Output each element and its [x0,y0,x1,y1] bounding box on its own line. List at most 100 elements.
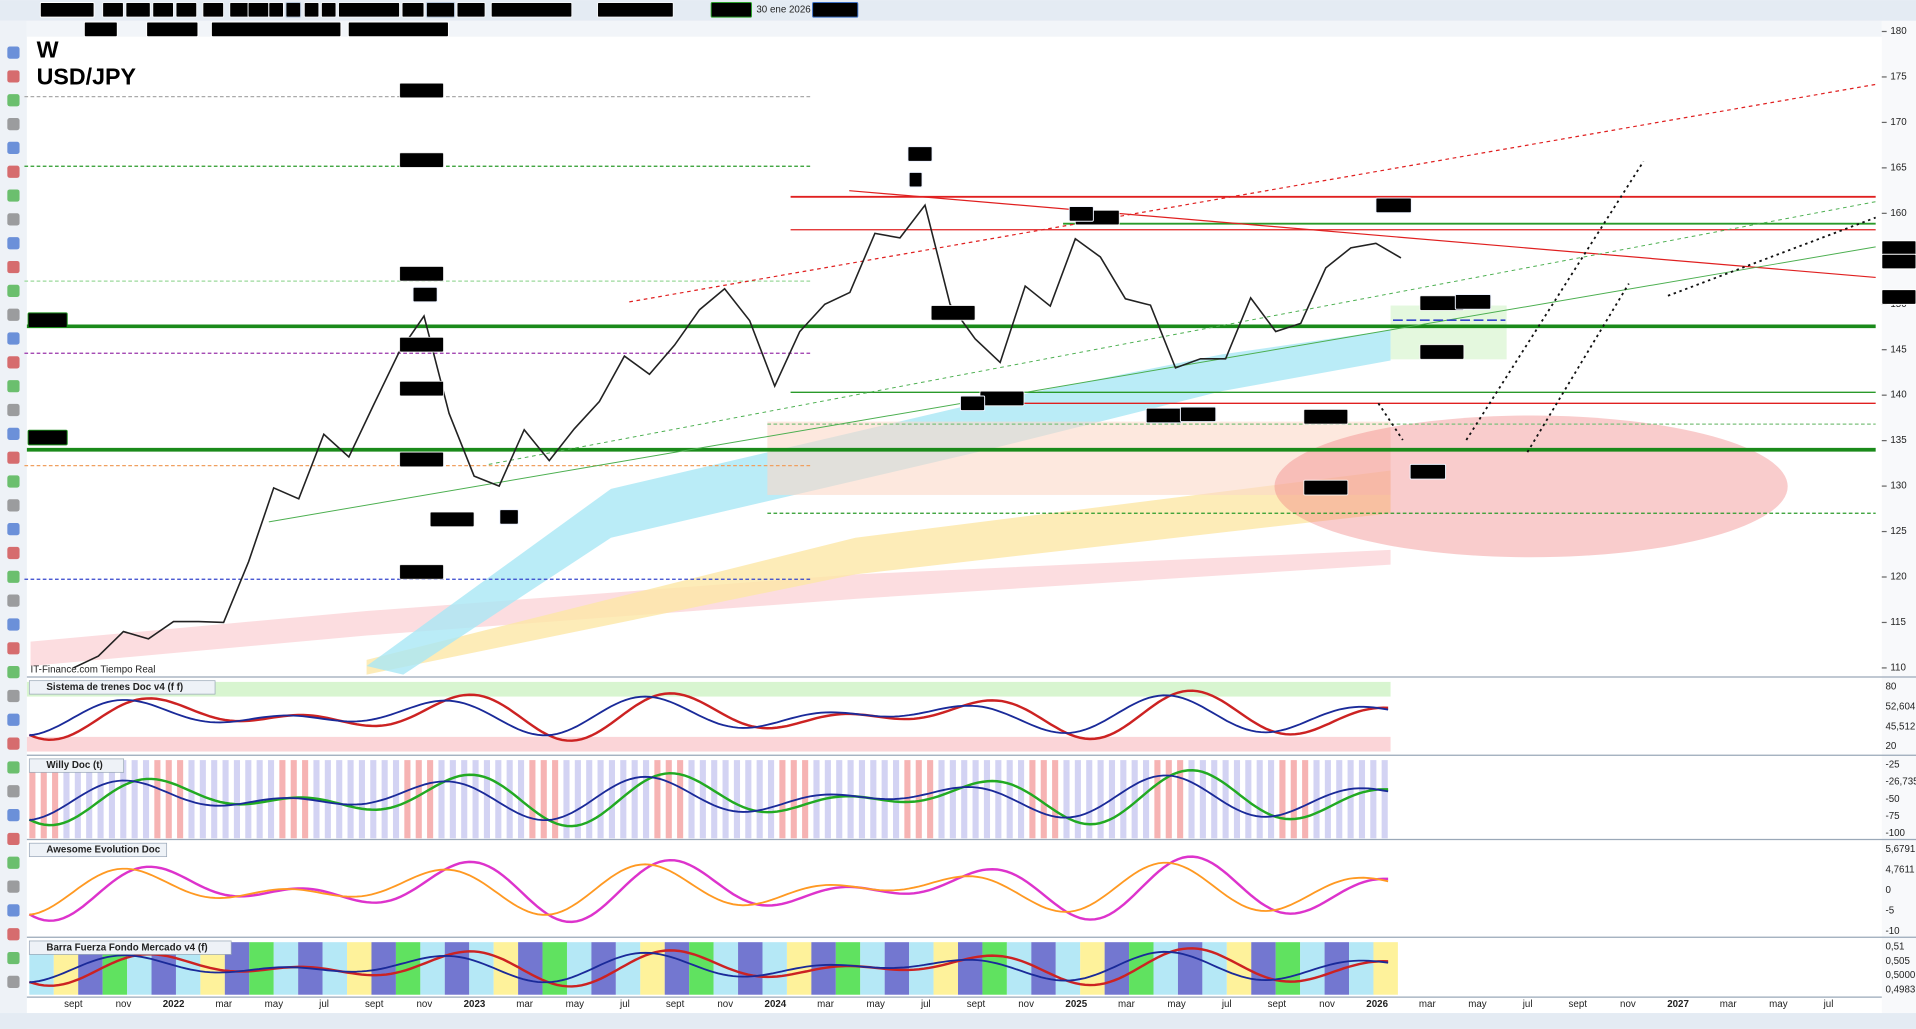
bar-bg [847,760,854,839]
toolbar.timeframes.8-box [285,2,302,18]
tool-icon[interactable] [7,260,20,274]
tool-icon[interactable] [7,356,20,369]
tool-icon[interactable] [7,880,20,893]
tool-icon[interactable] [7,951,20,965]
level_labels.0-box [27,312,68,329]
bar-bg [654,760,661,839]
tool-icon[interactable] [7,832,20,846]
tool-icon[interactable] [7,451,20,464]
tool-icon[interactable] [7,785,20,798]
tool-icon[interactable] [7,284,20,297]
panel-scale: 5,6791 [1885,844,1915,855]
toolbar.timeframes.1-box [125,2,151,18]
price-axis [1881,20,1916,1014]
x-tick-label: mar [516,999,534,1010]
bar-bg [835,942,861,995]
fib_labels.2-box [399,265,445,282]
y-tick-label: 120 [1890,572,1907,583]
panel-title-box [28,758,125,773]
wave_labels.2-box [412,286,438,303]
band [26,681,1391,697]
tool-icon[interactable] [7,975,20,989]
x-tick-label: 2022 [163,999,185,1010]
tool-icon[interactable] [7,546,20,560]
pair: USD/JPY [37,63,137,89]
level_labels.1-box [27,429,68,446]
tool-icon[interactable] [7,94,20,107]
bar-bg [1029,760,1036,839]
y-tick-label: 170 [1890,117,1907,128]
bar-bg [802,760,809,839]
tool-icon[interactable] [7,475,20,488]
tool-icon[interactable] [7,689,20,703]
tool-icon[interactable] [7,713,20,726]
wave_labels.7-box [1179,406,1217,423]
x-tick-label: sept [1268,999,1287,1010]
source: IT-Finance.com Tiempo Real [31,664,156,675]
fib_labels.8-box [930,305,976,321]
price_labels.2-box [1881,289,1916,305]
y-tick-label: 175 [1890,72,1907,83]
tool-icon[interactable] [7,666,20,679]
tool-icon[interactable] [7,499,20,512]
tool-icon[interactable] [7,904,20,917]
toolbar.timeframes.6-box [247,2,270,18]
tool-icon[interactable] [7,189,20,202]
tool-icon[interactable] [7,237,20,250]
tool-icon[interactable] [7,332,20,345]
tool-icon[interactable] [7,117,20,131]
bar-bg [858,760,866,839]
tool-icon[interactable] [7,165,20,178]
toolbar.timeframes.10-box [320,2,337,18]
bar-bg [1275,942,1301,995]
wave_labels.3-box [499,509,519,525]
toolbar.timeframes.3-box [175,2,198,18]
tool-icon[interactable] [7,737,20,750]
tool-icon[interactable] [7,761,20,774]
tool-icon[interactable] [7,308,20,321]
tool-icon[interactable] [7,46,20,59]
panel-title-box [28,842,168,858]
tool-icon[interactable] [7,618,20,631]
bar-bg [1302,760,1309,839]
bar-bg [469,942,494,995]
tool-icon[interactable] [7,928,20,941]
tool-icon[interactable] [7,594,20,607]
tool-icon[interactable] [7,213,20,226]
x-tick-label: jul [318,999,329,1010]
oscillator [28,855,1389,924]
status-bar [0,1013,1916,1029]
fib_labels.3-box [399,336,445,353]
bar-bg [120,760,127,839]
x-tick-label: nov [717,999,733,1010]
y-tick-label: 130 [1890,481,1907,492]
bar-bg [983,760,991,839]
price-line [72,203,1402,669]
tool-icon[interactable] [7,642,20,655]
tool-icon[interactable] [7,808,20,822]
x-tick-label: may [1769,999,1788,1010]
fib_labels.4-box [399,380,445,397]
x-tick-label: may [1468,999,1487,1010]
tool-icon[interactable] [7,523,20,536]
tool-icon[interactable] [7,70,20,83]
bar-bg [347,942,372,995]
wave_labels.1-box [908,171,923,188]
tool-icon[interactable] [7,856,20,869]
fib_labels.7-box [399,564,445,580]
tool-icon[interactable] [7,570,20,583]
x-tick-label: sept [666,999,685,1010]
tool-icon[interactable] [7,141,20,155]
bar-bg [1017,760,1025,839]
bar-bg [1199,760,1206,839]
bar-bg [245,760,252,839]
tool-icon[interactable] [7,403,20,417]
wave_labels.9-box [1454,294,1492,310]
tool-icon[interactable] [7,427,20,440]
x-tick-label: may [265,999,284,1010]
tool-icon[interactable] [7,380,20,393]
bar-bg [529,760,536,839]
wave_labels.8-box [1375,197,1412,214]
bar-bg [222,760,229,839]
x-tick-label: may [566,999,585,1010]
